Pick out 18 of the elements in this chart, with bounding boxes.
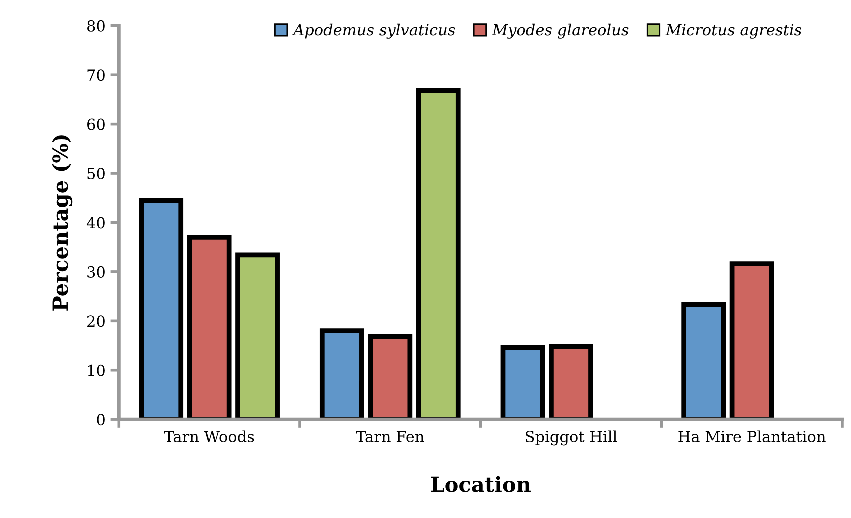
y-tick-label: 40 xyxy=(86,217,105,229)
y-tick-label: 60 xyxy=(88,118,105,130)
x-tick-label: Ha Mire Plantation xyxy=(678,430,826,443)
x-axis-title: Location xyxy=(431,476,531,492)
legend-label: Apodemus sylvaticus xyxy=(292,24,456,39)
y-tick-label: 50 xyxy=(88,168,105,180)
y-tick-label: 20 xyxy=(88,316,105,328)
y-tick-label: 0 xyxy=(97,414,105,426)
legend-label: Microtus agrestis xyxy=(666,24,802,39)
x-tick-label: Tarn Woods xyxy=(164,430,254,443)
y-tick-label: 70 xyxy=(88,70,105,82)
y-tick-label: 30 xyxy=(88,266,105,278)
x-tick-label: Spiggot Hill xyxy=(526,430,618,446)
x-tick-label: Tarn Fen xyxy=(356,431,424,443)
legend-label: Myodes glareolus xyxy=(492,24,629,39)
y-tick-label: 10 xyxy=(88,364,105,376)
y-tick-label: 80 xyxy=(88,20,105,32)
y-axis-title: Percentage (%) xyxy=(52,136,73,311)
